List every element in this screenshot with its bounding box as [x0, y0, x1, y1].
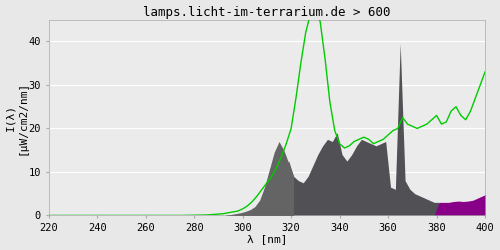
Title: lamps.licht-im-terrarium.de > 600: lamps.licht-im-terrarium.de > 600 [143, 6, 390, 18]
X-axis label: λ [nm]: λ [nm] [246, 234, 287, 244]
Y-axis label: I(λ)
[μW/cm2/nm]: I(λ) [μW/cm2/nm] [6, 80, 27, 155]
